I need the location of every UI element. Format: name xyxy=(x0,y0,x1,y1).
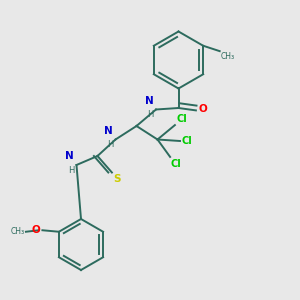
Text: CH₃: CH₃ xyxy=(220,52,235,61)
Text: N: N xyxy=(65,152,74,161)
Text: Cl: Cl xyxy=(181,136,192,146)
Text: O: O xyxy=(199,104,208,114)
Text: Cl: Cl xyxy=(171,159,182,169)
Text: H: H xyxy=(107,140,113,149)
Text: N: N xyxy=(104,126,113,136)
Text: CH₃: CH₃ xyxy=(11,227,25,236)
Text: H: H xyxy=(68,166,74,175)
Text: S: S xyxy=(114,174,121,184)
Text: H: H xyxy=(147,110,154,119)
Text: N: N xyxy=(145,96,154,106)
Text: Cl: Cl xyxy=(176,114,187,124)
Text: O: O xyxy=(32,225,40,235)
